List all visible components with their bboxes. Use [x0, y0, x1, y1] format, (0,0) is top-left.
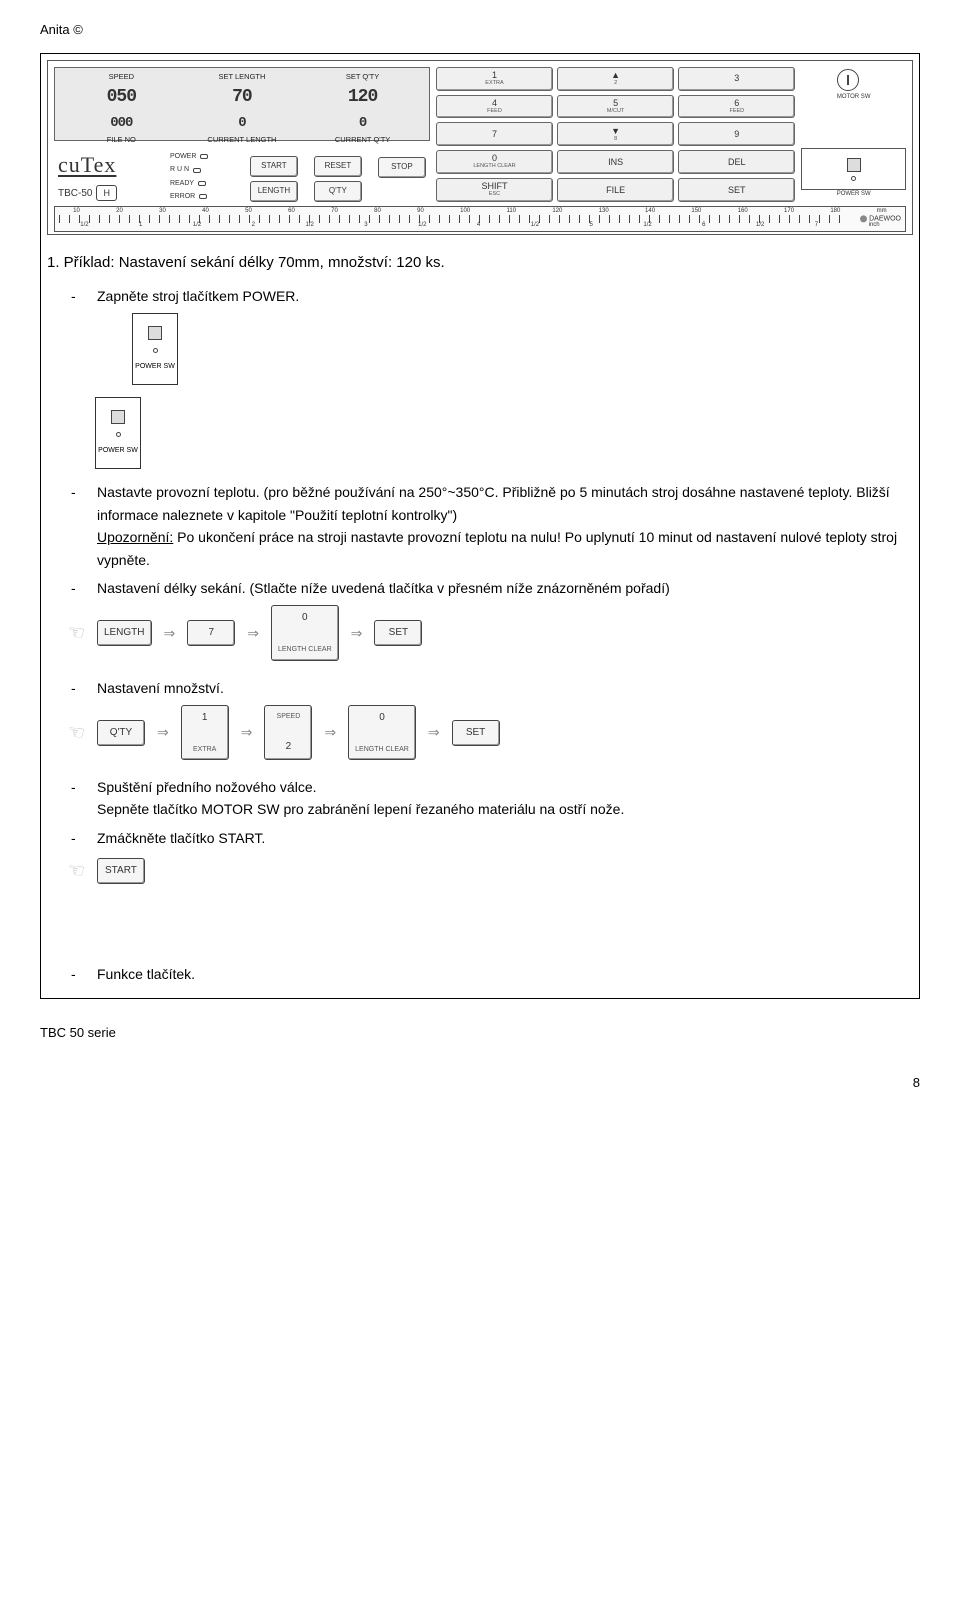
header-left: Anita © [40, 20, 83, 41]
key-5[interactable]: 5M/CUT [557, 95, 674, 119]
arrow-icon: ⇒ [428, 721, 440, 743]
key-ins[interactable]: INS [557, 150, 674, 174]
arrow-icon: ⇒ [247, 622, 259, 644]
lcd-display: SPEED SET LENGTH SET Q'TY 050 70 120 000… [54, 67, 430, 141]
start-button[interactable]: START [250, 156, 298, 177]
example-title: 1. Příklad: Nastavení sekání délky 70mm,… [47, 251, 913, 275]
power-sw-icon-2: POWER SW [95, 397, 141, 469]
lcd-value-curqty: 0 [302, 112, 423, 134]
key-7[interactable]: 7 [436, 122, 553, 146]
bullet-set-temp: Nastavte provozní teplotu. (pro běžné po… [71, 481, 913, 571]
arrow-icon: ⇒ [241, 721, 253, 743]
lcd-value-setqty: 120 [302, 83, 423, 112]
ruler-brand: DAEWOO [860, 213, 901, 224]
seq-0-button[interactable]: 0 LENGTH CLEAR [348, 705, 416, 760]
lcd-value-fileno: 000 [61, 112, 182, 134]
start-sequence: ☞ START [67, 855, 913, 887]
lcd-value-curlen: 0 [182, 112, 303, 134]
qty-sequence: ☞ Q'TY ⇒ 1 EXTRA ⇒ SPEED 2 ⇒ 0 LENGTH CL… [67, 705, 913, 760]
arrow-icon: ⇒ [351, 622, 363, 644]
warning-label: Upozornění: [97, 529, 173, 545]
arrow-icon: ⇒ [324, 721, 336, 743]
key-9[interactable]: 9 [678, 122, 795, 146]
qty-button[interactable]: Q'TY [314, 181, 362, 202]
arrow-icon: ⇒ [164, 622, 176, 644]
indicator-list: POWER R U N READY ERROR [170, 151, 234, 202]
key-shift[interactable]: SHIFTESC [436, 178, 553, 202]
arrow-icon: ⇒ [157, 721, 169, 743]
seq-2-button[interactable]: SPEED 2 [264, 705, 312, 760]
seq-set-button[interactable]: SET [452, 720, 500, 746]
lcd-value-speed: 050 [61, 83, 182, 112]
seq-0-button[interactable]: 0 LENGTH CLEAR [271, 605, 339, 660]
key-set[interactable]: SET [678, 178, 795, 202]
key-0[interactable]: 0LENGTH CLEAR [436, 150, 553, 174]
bullet-set-length: Nastavení délky sekání. (Stlačte níže uv… [71, 577, 913, 599]
key-2[interactable]: ▲2 [557, 67, 674, 91]
stop-button[interactable]: STOP [378, 157, 426, 178]
power-sw-icon: POWER SW [132, 313, 178, 385]
length-sequence: ☞ LENGTH ⇒ 7 ⇒ 0 LENGTH CLEAR ⇒ SET [67, 605, 913, 660]
seq-qty-button[interactable]: Q'TY [97, 720, 145, 746]
page-number: 8 [40, 1073, 920, 1094]
key-8[interactable]: ▼8 [557, 122, 674, 146]
bullet-power-on: Zapněte stroj tlačítkem POWER. [71, 285, 913, 307]
seq-7-button[interactable]: 7 [187, 620, 235, 646]
lcd-label: SPEED [61, 71, 182, 83]
bullet-button-functions: Funkce tlačítek. [71, 963, 913, 985]
motor-label: MOTOR SW [837, 93, 871, 103]
key-4[interactable]: 4FEED [436, 95, 553, 119]
lcd-value-setlen: 70 [182, 83, 303, 112]
keypad: 1EXTRA ▲2 3 4FEED 5M/CUT 6FEED 7 ▼8 9 0L… [436, 67, 796, 202]
seq-set-button[interactable]: SET [374, 620, 422, 646]
ruler: 102030 405060 708090 100110120 130140150… [54, 206, 906, 232]
key-1[interactable]: 1EXTRA [436, 67, 553, 91]
brand-logo: cuTex [58, 147, 154, 182]
lcd-label: SET Q'TY [302, 71, 423, 83]
hand-icon: ☞ [64, 616, 87, 651]
length-button[interactable]: LENGTH [250, 181, 298, 202]
reset-button[interactable]: RESET [314, 156, 362, 177]
hand-icon: ☞ [64, 854, 87, 889]
seq-1-button[interactable]: 1 EXTRA [181, 705, 229, 760]
document-frame: SPEED SET LENGTH SET Q'TY 050 70 120 000… [40, 53, 920, 999]
key-file[interactable]: FILE [557, 178, 674, 202]
motor-dial[interactable] [837, 69, 859, 91]
key-del[interactable]: DEL [678, 150, 795, 174]
control-panel: SPEED SET LENGTH SET Q'TY 050 70 120 000… [47, 60, 913, 235]
seq-start-button[interactable]: START [97, 858, 145, 884]
key-6[interactable]: 6FEED [678, 95, 795, 119]
seq-length-button[interactable]: LENGTH [97, 620, 152, 646]
power-label: POWER SW [801, 190, 906, 200]
power-switch[interactable] [801, 148, 906, 190]
lcd-label: SET LENGTH [182, 71, 303, 83]
brand-model: TBC-50H [58, 185, 154, 202]
bullet-set-qty: Nastavení množství. [71, 677, 913, 699]
key-3[interactable]: 3 [678, 67, 795, 91]
hand-icon: ☞ [64, 715, 87, 750]
bullet-press-start: Zmáčkněte tlačítko START. [71, 827, 913, 849]
footer-series: TBC 50 serie [40, 1023, 920, 1044]
bullet-front-roller: Spuštění předního nožového válce. Sepnět… [71, 776, 913, 821]
